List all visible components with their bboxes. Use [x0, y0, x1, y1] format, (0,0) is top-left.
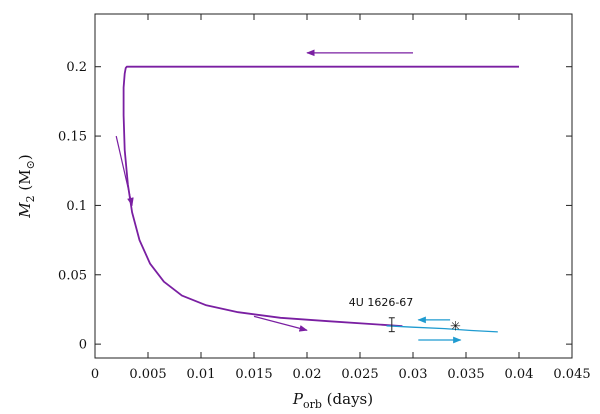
- series-line-2: [386, 325, 498, 333]
- direction-arrow: [115, 135, 134, 207]
- x-axis-ticks: 0 0.005 0.01 0.015 0.02 0.025 0.03 0.035 0.04 0.0…: [91, 14, 591, 382]
- x-tick-label: 0.015: [235, 367, 272, 382]
- x-tick-label: 0.04: [505, 367, 534, 382]
- series-line-1: [122, 65, 519, 327]
- observation-point: ✳: [388, 317, 461, 335]
- observation-label: 4U 1626-67: [349, 296, 414, 309]
- series-lines: [122, 65, 519, 333]
- x-tick-label: 0.03: [399, 367, 428, 382]
- x-tick-label: 0.045: [553, 367, 590, 382]
- x-tick-label: 0.02: [293, 367, 322, 382]
- y-tick-label: 0.15: [58, 130, 87, 145]
- x-tick-label: 0: [91, 367, 99, 382]
- x-tick-label: 0.025: [341, 367, 378, 382]
- x-axis-label: Porb (days): [292, 390, 373, 411]
- x-tick-label: 0.01: [187, 367, 216, 382]
- y-axis-ticks: 0 0.05 0.1 0.15 0.2: [58, 60, 572, 353]
- y-tick-label: 0.2: [66, 60, 87, 75]
- x-tick-label: 0.005: [129, 367, 166, 382]
- y-axis-label: M2 (M⊙): [16, 154, 37, 218]
- star-marker: ✳: [450, 320, 461, 335]
- y-tick-label: 0: [79, 338, 87, 353]
- direction-arrows: [115, 49, 462, 344]
- x-tick-label: 0.035: [447, 367, 484, 382]
- y-tick-label: 0.05: [58, 268, 87, 283]
- plot-frame: [94, 13, 573, 359]
- direction-arrow: [253, 315, 308, 332]
- y-tick-label: 0.1: [66, 199, 87, 214]
